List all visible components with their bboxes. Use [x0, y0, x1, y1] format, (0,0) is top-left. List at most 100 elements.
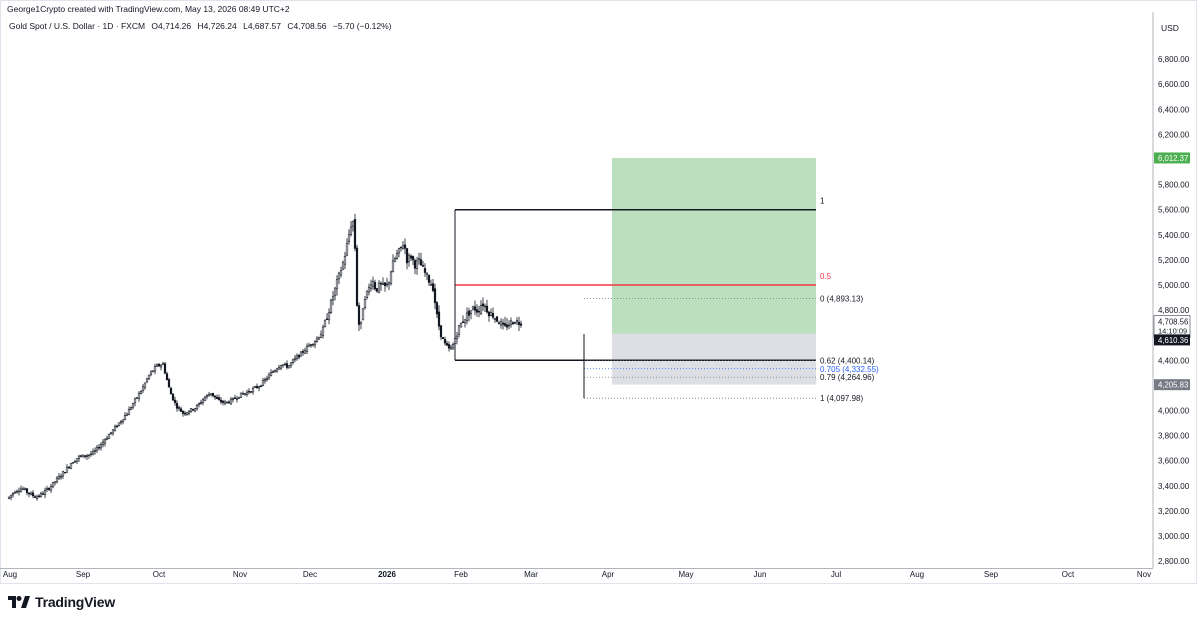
- candle-body: [445, 343, 449, 346]
- candle-body: [503, 323, 507, 326]
- candle-body: [339, 270, 343, 276]
- position-profit-zone[interactable]: [612, 157, 816, 334]
- candle-body: [221, 400, 225, 403]
- candle-body: [41, 493, 45, 495]
- candle-body: [331, 296, 335, 301]
- candle-body: [117, 422, 121, 427]
- candle-body: [353, 219, 357, 249]
- candle-body: [497, 322, 501, 325]
- candle-body: [137, 392, 141, 399]
- candle-body: [411, 256, 415, 261]
- candle-body: [47, 488, 51, 490]
- candle-body: [145, 378, 149, 383]
- candle-body: [299, 351, 303, 357]
- candle-body: [197, 403, 201, 406]
- fib-label-05: 0.5: [820, 272, 832, 281]
- candle-body: [335, 279, 339, 290]
- brand-name: TradingView: [35, 594, 116, 610]
- candle-body: [427, 275, 431, 283]
- candle-body: [143, 382, 147, 388]
- candle-body: [39, 492, 43, 497]
- candle-body: [363, 298, 367, 308]
- candle-body: [467, 310, 471, 316]
- candle-body: [207, 394, 211, 397]
- candle-body: [187, 411, 191, 414]
- candle-body: [201, 399, 205, 403]
- candle-body: [291, 359, 295, 363]
- chart-author-line: George1Crypto created with TradingView.c…: [7, 4, 290, 14]
- candle-body: [391, 260, 395, 273]
- candle-body: [275, 368, 279, 372]
- candle-body: [121, 419, 125, 423]
- fib-extension-label: 0.79 (4,264.96): [820, 373, 875, 382]
- candle-body: [423, 268, 427, 273]
- stop-price-badge: 4,205.83: [1158, 381, 1188, 390]
- candle-body: [471, 306, 475, 310]
- ohlc-low: L4,687.57: [243, 21, 281, 31]
- candle-body: [21, 488, 25, 490]
- candle-body: [343, 255, 347, 265]
- candle-body: [91, 451, 95, 455]
- candle-body: [79, 455, 83, 457]
- candle-body: [429, 284, 433, 286]
- candle-body: [399, 246, 403, 249]
- candle-body: [173, 399, 177, 403]
- position-loss-zone[interactable]: [612, 333, 816, 385]
- candle-body: [393, 258, 397, 262]
- candle-body: [323, 320, 327, 327]
- price-tick-label: 5,200.00: [1158, 256, 1190, 265]
- candle-body: [259, 385, 263, 387]
- candle-body: [55, 477, 59, 483]
- candle-body: [395, 253, 399, 259]
- fib-extension-label: 1 (4,097.98): [820, 394, 863, 403]
- candle-body: [73, 460, 77, 463]
- fib-extension-label: 0.62 (4,400.14): [820, 356, 875, 365]
- candle-body: [67, 466, 71, 469]
- price-tick-label: 6,400.00: [1158, 105, 1190, 114]
- candle-body: [171, 393, 175, 401]
- candle-body: [251, 387, 255, 393]
- candle-body: [31, 492, 35, 497]
- candle-body: [457, 325, 461, 335]
- candle-body: [325, 318, 329, 320]
- candle-body: [29, 492, 33, 495]
- candle-body: [231, 397, 235, 400]
- candle-body: [379, 282, 383, 285]
- candle-body: [65, 466, 69, 473]
- time-axis-label: Sep: [984, 570, 999, 579]
- candle-body: [401, 245, 405, 250]
- candle-body: [211, 392, 215, 397]
- candle-body: [501, 322, 505, 325]
- candle-body: [451, 344, 455, 349]
- candle-body: [229, 398, 233, 405]
- candle-body: [33, 496, 37, 498]
- candle-body: [337, 272, 341, 280]
- candle-body: [161, 363, 165, 365]
- last-price-badge: 4,708.56: [1158, 318, 1188, 327]
- symbol-name[interactable]: Gold Spot / U.S. Dollar · 1D · FXCM: [9, 21, 146, 31]
- candle-body: [285, 363, 289, 368]
- candle-body: [461, 321, 465, 324]
- candle-body: [223, 401, 227, 404]
- candle-body: [45, 488, 49, 491]
- price-tick-label: 4,400.00: [1158, 356, 1190, 365]
- candle-body: [159, 365, 163, 368]
- candle-body: [453, 338, 457, 344]
- candle-body: [477, 310, 481, 313]
- candle-body: [315, 338, 319, 342]
- price-tick-label: 2,800.00: [1158, 557, 1190, 566]
- candle-body: [191, 408, 195, 411]
- candle-body: [449, 347, 453, 350]
- candle-body: [89, 453, 93, 455]
- candle-body: [385, 283, 389, 286]
- candle-body: [415, 260, 419, 269]
- candle-body: [237, 396, 241, 399]
- target-price-badge: 6,012.37: [1158, 154, 1188, 163]
- candle-body: [163, 363, 167, 374]
- candle-body: [75, 458, 79, 462]
- candle-body: [113, 426, 117, 431]
- candle-body: [213, 395, 217, 398]
- candle-body: [269, 372, 273, 377]
- candle-body: [271, 371, 275, 373]
